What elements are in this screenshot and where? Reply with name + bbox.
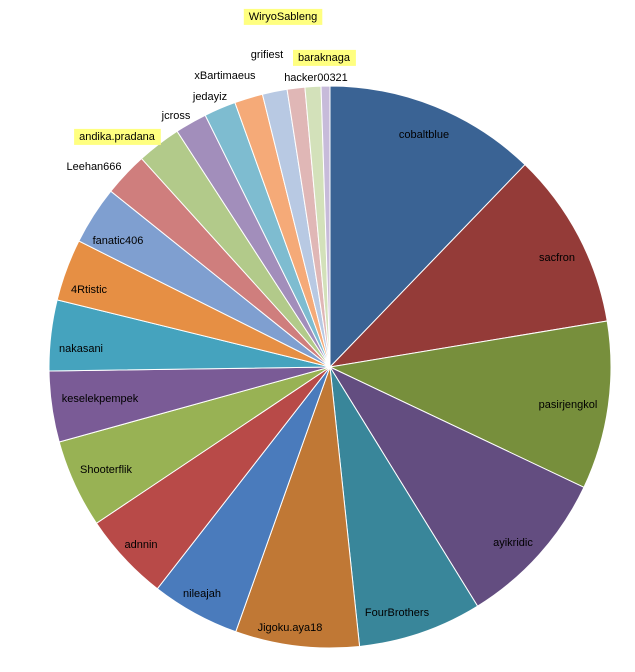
slice-label: Shooterflik	[80, 464, 132, 476]
pie-slice-cobaltblue	[329, 85, 526, 369]
label-highlight	[243, 8, 323, 25]
slice-label: nakasani	[59, 343, 103, 355]
pie-slice-pasirjengkol	[328, 320, 612, 489]
label-highlight	[293, 49, 356, 66]
slice-label: grifiest	[251, 49, 283, 61]
slice-label: Jigoku.aya18	[258, 622, 323, 634]
slice-label: nileajah	[183, 588, 221, 600]
slice-label: pasirjengkol	[539, 399, 598, 411]
pie-slice-fourbrothers	[329, 366, 479, 647]
slice-label: jcross	[161, 110, 191, 122]
pie-slice-ayikridic	[328, 365, 585, 607]
slice-labels: cobaltblue sacfron pasirjengkol ayikridic Fo…	[59, 8, 598, 634]
slice-label: WiryoSableng	[249, 11, 317, 23]
slice-label: baraknaga	[298, 52, 351, 64]
slice-label: Leehan666	[66, 161, 121, 173]
slice-label: 4Rtistic	[71, 284, 108, 296]
pie-slices	[48, 85, 612, 649]
slice-label: andika.pradana	[79, 131, 156, 143]
slice-label: adnnin	[124, 539, 157, 551]
pie-slice-sacfron	[328, 163, 608, 368]
slice-label: xBartimaeus	[194, 70, 256, 82]
slice-label: ayikridic	[493, 537, 533, 549]
slice-label: fanatic406	[93, 235, 144, 247]
slice-label: sacfron	[539, 252, 575, 264]
slice-label: jedayiz	[192, 91, 227, 103]
slice-label: cobaltblue	[399, 129, 449, 141]
slice-label: FourBrothers	[365, 607, 430, 619]
slice-label: hacker00321	[284, 72, 348, 84]
pie-slice-hacker00321	[320, 85, 331, 368]
label-highlight	[74, 128, 161, 145]
slice-label: keselekpempek	[62, 393, 139, 405]
pie-slice-jigoku-aya18	[235, 366, 361, 649]
